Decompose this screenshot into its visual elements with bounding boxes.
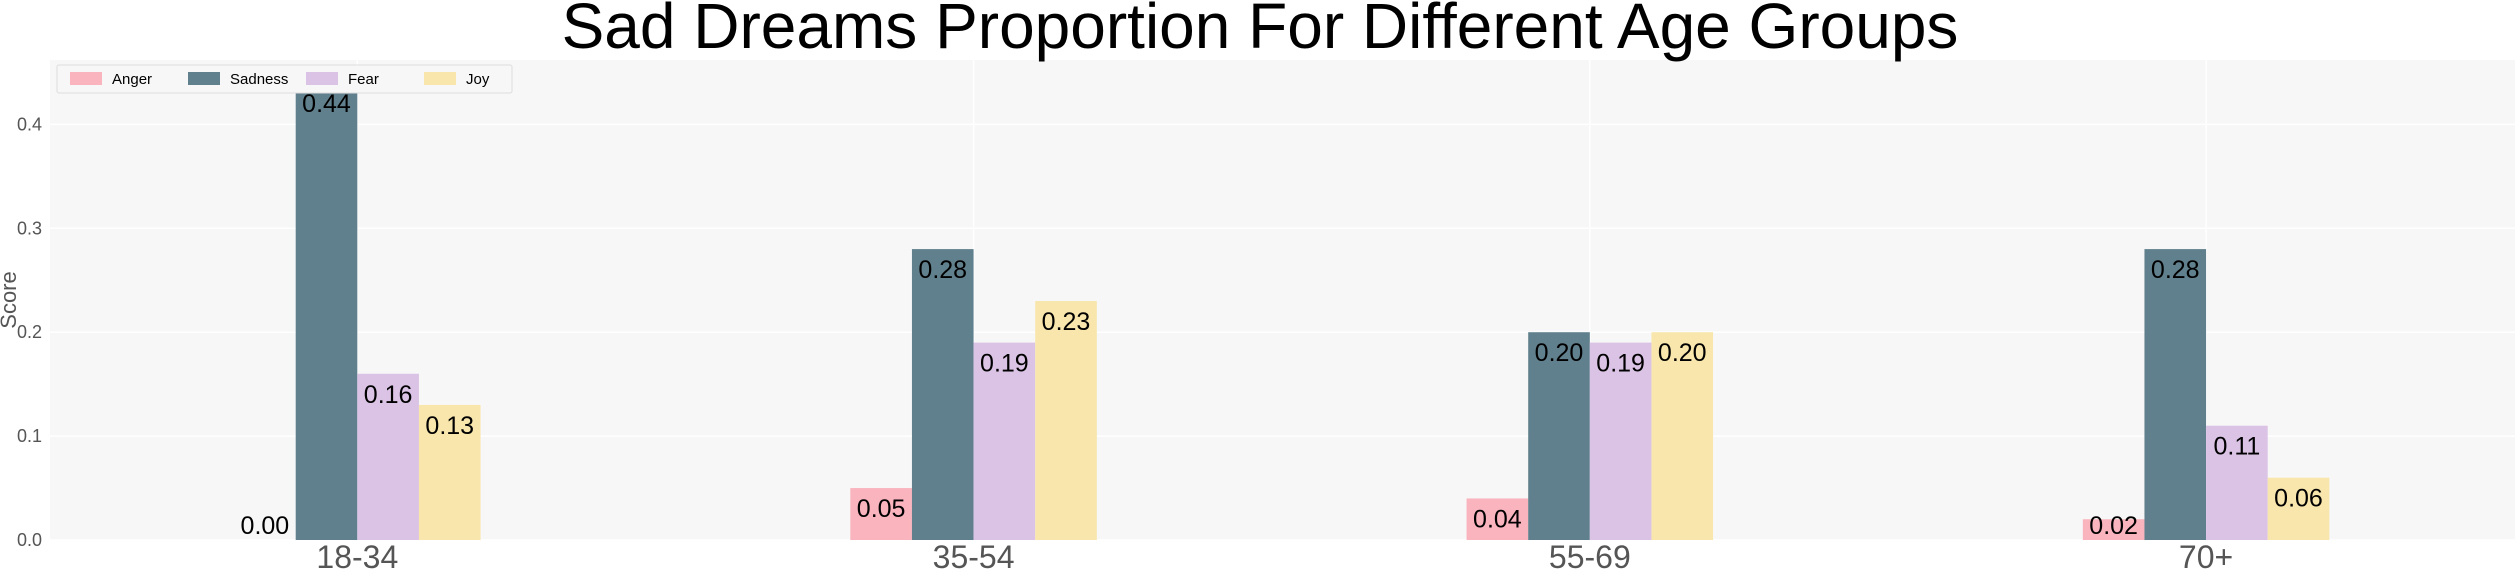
bar-joy: [2267, 477, 2330, 540]
bar-sadness: [295, 82, 358, 540]
bar-sadness: [911, 249, 974, 540]
bar-anger: [2082, 519, 2145, 540]
data-label: 0.20: [1658, 339, 1707, 367]
bar-fear: [1589, 342, 1652, 540]
legend-label: Sadness: [230, 71, 288, 88]
data-label: 0.04: [1473, 505, 1522, 533]
data-label: 0.06: [2274, 485, 2323, 513]
legend-swatch: [70, 72, 102, 85]
bar-sadness: [1528, 332, 1590, 540]
y-tick-label: 0.2: [17, 322, 42, 342]
legend-label: Anger: [112, 71, 152, 88]
data-labels: 0.00 0.44 0.16 0.13 0.05 0.28 0.19 0.23 0.04 0.20…: [241, 90, 2323, 540]
legend-box: [56, 64, 513, 94]
y-tick-label: 0.4: [17, 114, 42, 134]
y-axis: 0.0 0.1 0.2 0.3 0.4: [17, 114, 42, 550]
x-tick-label: 55-69: [1549, 539, 1631, 575]
legend-swatch: [424, 72, 456, 85]
bar-joy: [1035, 301, 1097, 540]
y-tick-label: 0.3: [17, 218, 42, 238]
y-tick-label: 0.1: [17, 426, 42, 446]
data-label: 0.44: [302, 90, 351, 118]
chart-title: Sad Dreams Proportion For Different Age …: [562, 0, 1959, 62]
y-axis-label: Score: [0, 271, 21, 328]
data-label: 0.11: [2213, 433, 2260, 461]
bar-fear: [357, 373, 419, 540]
data-label: 0.13: [425, 412, 474, 440]
data-label: 0.00: [241, 512, 290, 540]
x-tick-label: 70+: [2179, 539, 2233, 575]
data-label: 0.20: [1535, 339, 1584, 367]
legend-swatch: [188, 72, 220, 85]
y-tick-label: 0.0: [17, 530, 42, 550]
data-label: 0.23: [1042, 308, 1091, 336]
data-label: 0.28: [918, 256, 967, 284]
data-label: 0.02: [2089, 512, 2138, 540]
bar-fear: [973, 342, 1036, 540]
bar-sadness: [2144, 249, 2207, 540]
legend-swatch: [306, 72, 338, 85]
data-label: 0.19: [1596, 350, 1645, 378]
bar-anger: [850, 488, 912, 540]
data-label: 0.28: [2151, 256, 2200, 284]
x-tick-label: 35-54: [933, 539, 1015, 575]
legend-label: Joy: [466, 71, 490, 88]
data-label: 0.19: [980, 350, 1029, 378]
data-label: 0.16: [364, 381, 413, 409]
x-axis: 18-34 35-54 55-69 70+: [316, 539, 2233, 575]
bar-joy: [1651, 332, 1714, 540]
bar-fear: [2206, 425, 2268, 540]
bars: [295, 82, 2330, 540]
x-tick-label: 18-34: [316, 539, 398, 575]
bar-joy: [418, 404, 481, 540]
bar-anger: [1466, 498, 1529, 540]
legend-label: Fear: [348, 71, 379, 88]
data-label: 0.05: [857, 495, 906, 523]
legend: Anger Sadness Fear Joy: [56, 64, 513, 94]
